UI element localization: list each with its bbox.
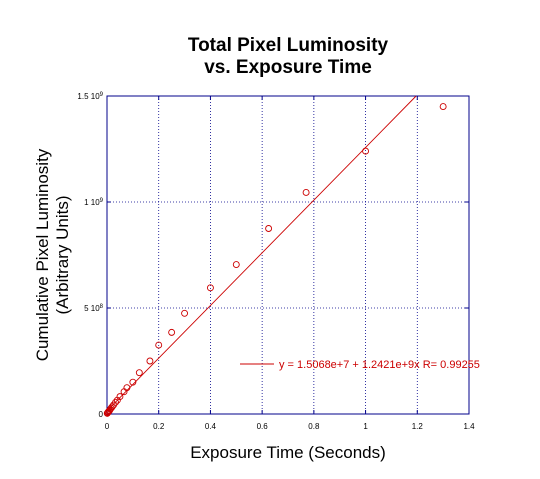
y-ticks: 0 5 108 1 109 1.5 109	[77, 92, 469, 419]
data-point	[135, 369, 143, 377]
x-tick-label: 0.8	[308, 422, 320, 431]
data-point	[168, 328, 176, 336]
data-point	[302, 189, 310, 196]
data-point	[232, 261, 240, 268]
data-point	[362, 147, 370, 155]
x-tick-label: 0.4	[205, 422, 217, 431]
x-tick-label: 1.4	[463, 422, 475, 431]
data-point	[112, 398, 119, 406]
data-point	[108, 403, 116, 411]
data-point	[116, 393, 124, 401]
data-point	[265, 225, 273, 232]
legend: y = 1.5068e+7 + 1.2421e+9x R= 0.99255	[240, 359, 480, 371]
data-point	[181, 309, 189, 317]
chart-title-line1: Total Pixel Luminosity	[188, 35, 389, 56]
y-tick-label: 0	[99, 410, 104, 419]
x-ticks: 0 0.2 0.4 0.6 0.8 1 1.2 1.4	[105, 96, 475, 431]
x-tick-label: 0	[105, 422, 110, 431]
x-tick-label: 0.2	[153, 422, 165, 431]
grid-lines	[107, 96, 469, 414]
x-tick-label: 1	[363, 422, 368, 431]
x-tick-label: 1.2	[412, 422, 424, 431]
plot-frame	[106, 95, 470, 415]
data-point	[206, 284, 214, 292]
data-point	[129, 378, 137, 386]
legend-text: y = 1.5068e+7 + 1.2421e+9x R= 0.99255	[279, 359, 480, 371]
x-tick-label: 0.6	[257, 422, 269, 431]
y-axis-label-line2: (Arbitrary Units)	[53, 195, 72, 314]
y-tick-label: 5 108	[84, 304, 104, 313]
data-point	[155, 341, 163, 349]
y-tick-label: 1 109	[84, 198, 104, 207]
y-tick-label: 1.5 109	[77, 92, 103, 101]
data-point	[439, 103, 447, 111]
y-axis-label-line1: Cumulative Pixel Luminosity	[33, 148, 52, 361]
chart-title-line2: vs. Exposure Time	[204, 57, 372, 78]
x-axis-label: Exposure Time (Seconds)	[190, 443, 386, 462]
data-point	[146, 357, 154, 365]
data-points	[103, 103, 447, 417]
data-point	[123, 384, 131, 392]
